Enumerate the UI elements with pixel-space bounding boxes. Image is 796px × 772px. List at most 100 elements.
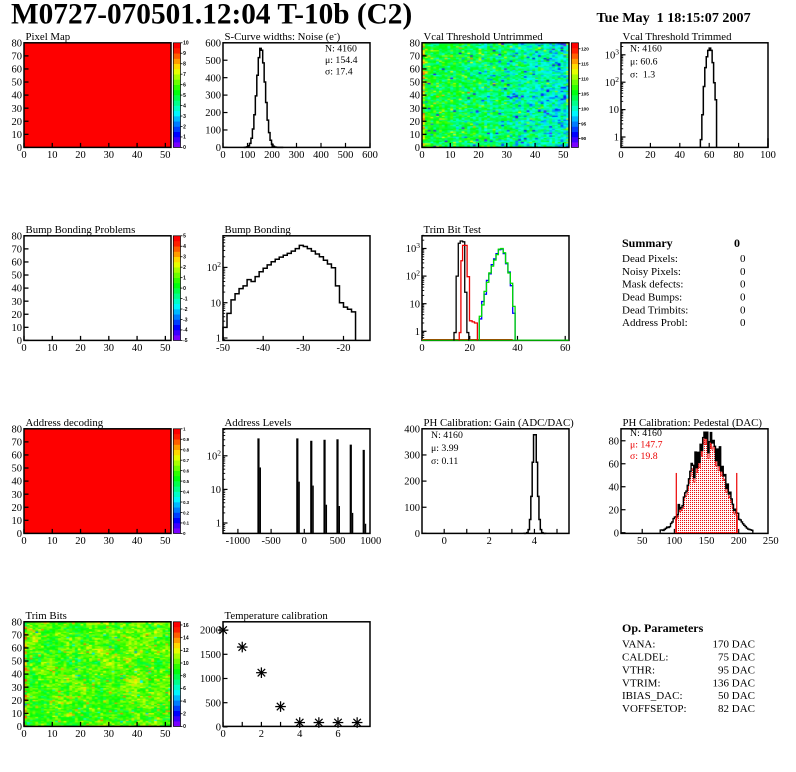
- svg-text:20: 20: [473, 150, 484, 161]
- svg-text:60: 60: [410, 65, 421, 76]
- svg-text:3: 3: [183, 255, 186, 261]
- svg-text:50: 50: [12, 78, 23, 89]
- svg-text:20: 20: [75, 729, 86, 740]
- svg-text:30: 30: [502, 150, 513, 161]
- svg-text:10: 10: [211, 485, 222, 496]
- svg-text:30: 30: [104, 150, 115, 161]
- svg-text:10: 10: [183, 41, 189, 47]
- svg-text:20: 20: [464, 343, 475, 354]
- svg-text:10: 10: [12, 130, 23, 141]
- svg-text:0: 0: [415, 143, 420, 154]
- svg-text:0: 0: [17, 143, 22, 154]
- svg-text:VANA:: VANA:: [622, 639, 655, 651]
- svg-text:Dead Pixels:: Dead Pixels:: [622, 253, 678, 265]
- svg-text:200: 200: [731, 536, 747, 547]
- svg-text:0: 0: [220, 150, 225, 161]
- svg-text:30: 30: [12, 683, 23, 694]
- svg-text:30: 30: [12, 104, 23, 115]
- svg-text:40: 40: [12, 284, 23, 295]
- svg-text:VTHR:: VTHR:: [622, 664, 655, 676]
- svg-text:0: 0: [740, 317, 746, 329]
- svg-text:80: 80: [12, 231, 23, 242]
- svg-text:0: 0: [17, 722, 22, 733]
- svg-text:300: 300: [404, 451, 420, 462]
- svg-text:250: 250: [763, 536, 779, 547]
- svg-text:0: 0: [415, 529, 420, 540]
- svg-text:10: 10: [12, 516, 23, 527]
- svg-text:6: 6: [335, 729, 340, 740]
- svg-text:20: 20: [75, 343, 86, 354]
- svg-text:Tue May 1 18:15:07 2007: Tue May 1 18:15:07 2007: [597, 10, 751, 26]
- svg-text:0.7: 0.7: [183, 458, 190, 463]
- svg-text:1000: 1000: [360, 536, 381, 547]
- svg-text:20: 20: [12, 117, 23, 128]
- svg-text:0: 0: [17, 336, 22, 347]
- svg-text:50: 50: [558, 150, 569, 161]
- svg-text:40: 40: [12, 670, 23, 681]
- svg-text:1: 1: [216, 334, 221, 345]
- svg-text:0.6: 0.6: [183, 468, 190, 473]
- svg-text:100: 100: [404, 503, 420, 514]
- svg-text:0.5: 0.5: [183, 479, 190, 484]
- svg-text:0.4: 0.4: [183, 489, 190, 494]
- svg-text:σ: 19.8: σ: 19.8: [630, 451, 658, 462]
- svg-text:50: 50: [12, 657, 23, 668]
- svg-text:400: 400: [404, 424, 420, 435]
- svg-text:60: 60: [12, 258, 23, 269]
- svg-text:0.3: 0.3: [183, 500, 190, 505]
- svg-text:50: 50: [637, 536, 648, 547]
- svg-text:40: 40: [410, 91, 421, 102]
- svg-text:10: 10: [410, 299, 421, 310]
- svg-text:0: 0: [183, 531, 186, 536]
- svg-text:10: 10: [183, 661, 189, 667]
- svg-text:PH Calibration: Gain (ADC/DAC): PH Calibration: Gain (ADC/DAC): [424, 417, 575, 429]
- svg-text:N: 4160: N: 4160: [630, 44, 662, 55]
- svg-text:50: 50: [160, 729, 171, 740]
- svg-text:50 DAC: 50 DAC: [718, 690, 755, 702]
- svg-text:-3: -3: [183, 317, 188, 323]
- svg-text:-4: -4: [183, 328, 188, 334]
- svg-text:9: 9: [183, 51, 186, 57]
- svg-text:Vcal Threshold Untrimmed: Vcal Threshold Untrimmed: [424, 31, 544, 43]
- svg-text:S-Curve widths: Noise (e-): S-Curve widths: Noise (e-): [225, 30, 341, 44]
- svg-text:30: 30: [12, 490, 23, 501]
- svg-text:102: 102: [207, 448, 222, 462]
- svg-text:80: 80: [12, 424, 23, 435]
- svg-text:40: 40: [609, 482, 620, 493]
- svg-text:-20: -20: [337, 343, 351, 354]
- svg-text:Address decoding: Address decoding: [26, 417, 104, 429]
- svg-text:102: 102: [207, 260, 222, 274]
- svg-text:20: 20: [75, 536, 86, 547]
- svg-text:2: 2: [183, 124, 186, 130]
- svg-text:40: 40: [132, 536, 143, 547]
- svg-text:102: 102: [605, 75, 620, 89]
- svg-text:0: 0: [21, 729, 26, 740]
- svg-text:Bump Bonding: Bump Bonding: [225, 224, 292, 236]
- svg-text:Address Levels: Address Levels: [225, 417, 292, 429]
- svg-text:400: 400: [313, 150, 329, 161]
- svg-text:60: 60: [12, 65, 23, 76]
- svg-text:4: 4: [532, 536, 538, 547]
- svg-text:10: 10: [410, 130, 421, 141]
- svg-text:0: 0: [740, 304, 746, 316]
- svg-text:μ: 3.99: μ: 3.99: [431, 443, 459, 454]
- svg-text:100: 100: [205, 126, 221, 137]
- svg-text:CALDEL:: CALDEL:: [622, 652, 668, 664]
- svg-text:0: 0: [183, 286, 186, 292]
- svg-text:4: 4: [183, 699, 186, 705]
- svg-text:0: 0: [740, 279, 746, 291]
- svg-text:400: 400: [205, 73, 221, 84]
- svg-text:136 DAC: 136 DAC: [713, 677, 755, 689]
- svg-text:500: 500: [205, 698, 221, 709]
- svg-text:40: 40: [675, 150, 686, 161]
- svg-text:6: 6: [183, 82, 186, 88]
- svg-text:20: 20: [12, 310, 23, 321]
- svg-text:103: 103: [406, 241, 421, 255]
- svg-text:500: 500: [338, 150, 354, 161]
- svg-text:0: 0: [21, 536, 26, 547]
- svg-text:VTRIM:: VTRIM:: [622, 677, 661, 689]
- svg-text:120: 120: [581, 47, 589, 52]
- svg-text:20: 20: [410, 117, 421, 128]
- svg-text:PH Calibration: Pedestal (DAC): PH Calibration: Pedestal (DAC): [623, 417, 763, 429]
- svg-text:-5: -5: [183, 338, 188, 344]
